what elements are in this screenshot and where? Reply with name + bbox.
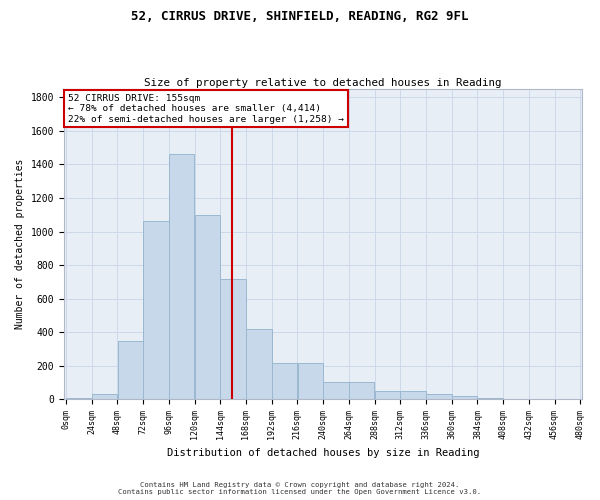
Bar [246, 329, 272, 400]
Bar [529, 398, 554, 400]
Bar [92, 394, 117, 400]
Bar [220, 278, 246, 400]
Title: Size of property relative to detached houses in Reading: Size of property relative to detached ho… [145, 78, 502, 88]
Bar [452, 396, 477, 400]
Bar [400, 391, 426, 400]
Bar [194, 214, 220, 400]
Bar [503, 398, 529, 400]
Bar [478, 398, 503, 400]
Bar [143, 222, 169, 400]
Bar [66, 398, 91, 400]
Bar [323, 382, 349, 400]
Bar [555, 398, 580, 400]
Bar [169, 154, 194, 400]
Bar [374, 391, 400, 400]
Text: 52, CIRRUS DRIVE, SHINFIELD, READING, RG2 9FL: 52, CIRRUS DRIVE, SHINFIELD, READING, RG… [131, 10, 469, 23]
Bar [118, 340, 143, 400]
Bar [272, 362, 297, 400]
Bar [349, 382, 374, 400]
Bar [298, 362, 323, 400]
Text: 52 CIRRUS DRIVE: 155sqm
← 78% of detached houses are smaller (4,414)
22% of semi: 52 CIRRUS DRIVE: 155sqm ← 78% of detache… [68, 94, 344, 124]
Text: Contains HM Land Registry data © Crown copyright and database right 2024.
Contai: Contains HM Land Registry data © Crown c… [118, 482, 482, 495]
Bar [426, 394, 452, 400]
X-axis label: Distribution of detached houses by size in Reading: Distribution of detached houses by size … [167, 448, 479, 458]
Y-axis label: Number of detached properties: Number of detached properties [15, 159, 25, 330]
